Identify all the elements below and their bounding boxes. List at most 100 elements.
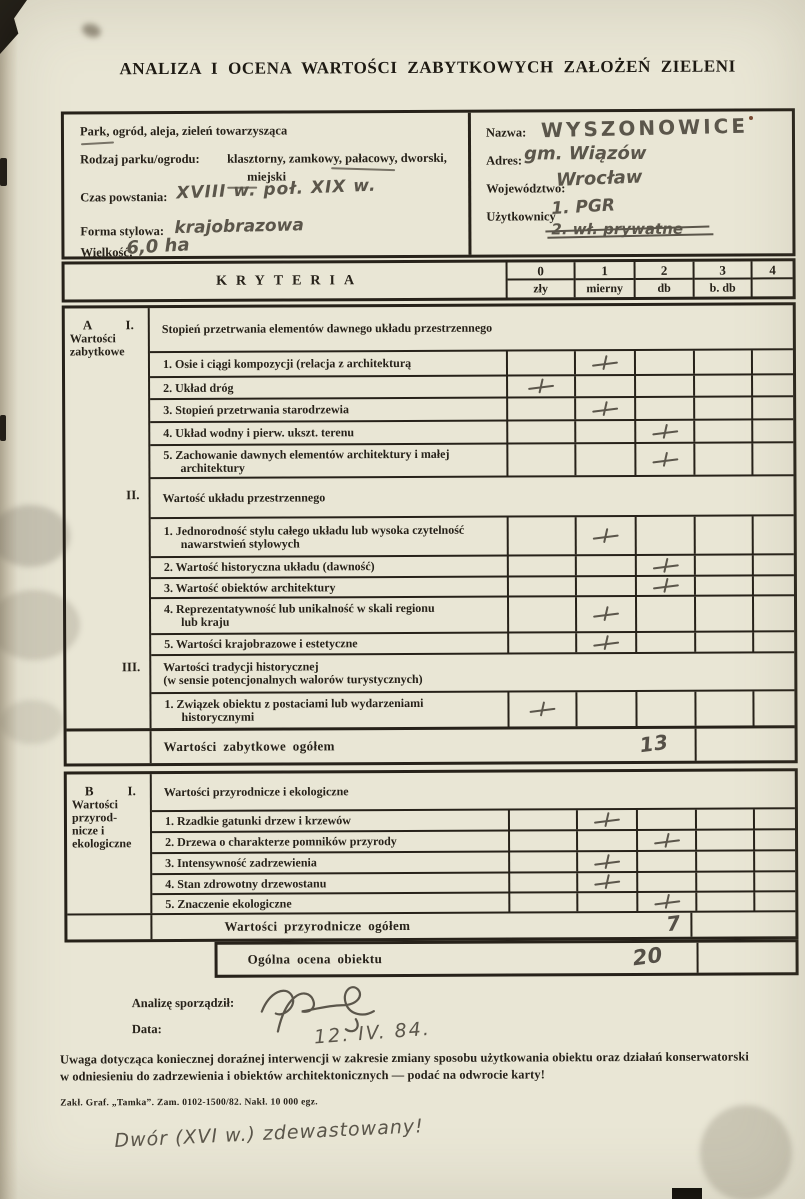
score-cell: [574, 555, 635, 576]
criteria-row: 2. Układ dróg: [150, 373, 794, 399]
name-value: WYSZONOWICE: [540, 113, 749, 143]
section-header-row: Wartości przyrodnicze i ekologiczne: [163, 783, 349, 799]
pencil-checkmark: [594, 873, 620, 891]
users-value-2-crossed: 2. wł. prywatne: [551, 219, 684, 239]
pencil-checkmark: [528, 377, 554, 395]
score-cell: [575, 691, 636, 727]
score-cell: [695, 851, 754, 871]
criteria-row: 3. Stopień przetrwania starodrzewia: [150, 395, 794, 422]
criteria-row: 5. Wartości krajobrazowe i estetyczne: [151, 630, 795, 655]
score-cell: [692, 350, 752, 374]
score-cell: [636, 872, 696, 891]
score-cell: [576, 830, 637, 851]
address-label: Adres:: [486, 153, 523, 168]
score-cell: [574, 596, 636, 632]
date-label: Data:: [131, 1022, 162, 1037]
score-cell: [575, 809, 637, 830]
criteria-row: 5. Znaczenie ekologiczne: [152, 890, 796, 914]
score-cell: [751, 375, 794, 396]
score-cell: [753, 892, 796, 911]
score-cell: [753, 872, 796, 891]
criteria-row: 2. Wartość historyczna układu (dawność): [150, 553, 794, 578]
zabytkowe-total-label: Wartości zabytkowe ogółem: [163, 738, 335, 755]
size-label: Wielkość:: [80, 245, 134, 260]
criteria-row: 4. Reprezentatywność lub unikalność w sk…: [150, 594, 795, 634]
section-header-row: Wartość układu przestrzennego: [150, 474, 794, 518]
score-cell: [635, 691, 695, 726]
score-cell: [751, 576, 794, 595]
pencil-underline: [80, 141, 115, 146]
score-cell: [751, 555, 794, 575]
handwritten-overall-score: 20: [631, 942, 664, 971]
score-cell: [506, 577, 575, 596]
ghost-print: [0, 590, 80, 660]
score-cell: [634, 443, 694, 475]
score-cell: [634, 555, 694, 575]
users-value-1: 1. PGR: [550, 195, 616, 219]
score-cell: [636, 830, 696, 850]
score-column-2: 2 db: [633, 261, 693, 297]
przyrodnicze-total-label: Wartości przyrodnicze ogółem: [224, 917, 411, 934]
score-cell: [635, 632, 695, 652]
section-a-side-label: A I. Wartości zabytkowe II. III.: [64, 308, 152, 729]
pencil-checkmark: [593, 634, 619, 652]
form-title: ANALIZA I OCENA WARTOŚCI ZABYTKOWYCH ZAŁ…: [119, 56, 736, 79]
score-cell: [507, 810, 577, 830]
prepared-by-label: Analizę sporządził:: [131, 995, 235, 1011]
origin-time-value: XVIII w. poł. XIX w.: [175, 175, 377, 204]
score-cell: [506, 556, 575, 576]
score-cell: [695, 872, 754, 891]
score-cell: [695, 892, 754, 911]
score-cell: [506, 597, 576, 632]
pencil-checkmark: [652, 577, 678, 595]
section-roman-ii: II.: [126, 487, 140, 503]
score-cell: [753, 830, 796, 850]
ghost-print: [0, 505, 70, 567]
side-stub: [67, 915, 153, 940]
score-cell: [635, 809, 696, 829]
score-cell: [508, 852, 577, 872]
score-cell: [693, 375, 752, 396]
section-roman: I.: [127, 783, 136, 799]
print-credit: Zakł. Graf. „Tamka”. Zam. 0102-1500/82. …: [60, 1097, 318, 1109]
section-roman: I.: [125, 317, 134, 333]
score-cell: [636, 851, 696, 871]
score-column-3: 3 b. db: [692, 261, 751, 297]
section-roman-iii: III.: [121, 659, 141, 675]
voivodeship-value: Wrocław: [555, 166, 643, 191]
pencil-checkmark: [654, 893, 680, 911]
score-cell: [752, 691, 795, 726]
criteria-row: 1. Rzadkie gatunki drzew i krzewów: [151, 807, 796, 832]
score-column-4: 4: [750, 261, 793, 297]
pencil-checkmark: [592, 354, 618, 372]
style-form-value: krajobrazowa: [174, 215, 305, 239]
score-cell: [576, 872, 637, 892]
score-cell: [574, 516, 635, 555]
handwritten-przyrodnicze-total: 7: [664, 910, 682, 937]
handwritten-zabytkowe-total: 13: [638, 729, 671, 758]
total-empty-cell: [690, 912, 796, 937]
pencil-checkmark: [652, 556, 678, 574]
score-cell: [751, 420, 794, 442]
score-cell: [694, 809, 754, 829]
pencil-checkmark: [594, 811, 620, 829]
score-cell: [693, 576, 752, 595]
section-side-text: Wartości zabytkowe: [69, 331, 125, 359]
pencil-checkmark: [593, 605, 619, 623]
pencil-checkmark: [594, 853, 620, 871]
score-cell: [634, 397, 694, 419]
remark-paragraph: Uwaga dotycząca koniecznej doraźnej inte…: [59, 1049, 749, 1084]
score-cell: [634, 576, 694, 595]
section-b-side-label: B I. Wartości przyrod- nicze i ekologicz…: [66, 774, 153, 914]
users-label: Użytkownicy: [486, 209, 556, 224]
scan-smudge: [700, 1105, 792, 1199]
overall-score-label: Ogólna ocena obiektu: [247, 951, 383, 967]
score-cell: [506, 398, 575, 420]
score-cell: [506, 421, 575, 443]
score-column-0: 0 zły: [505, 262, 574, 298]
score-cell: [693, 596, 753, 631]
side-stub: [66, 731, 152, 764]
score-cell: [634, 375, 694, 396]
section-side-text: Wartości przyrod- nicze i ekologiczne: [71, 797, 132, 851]
pencil-checkmark: [593, 527, 619, 545]
